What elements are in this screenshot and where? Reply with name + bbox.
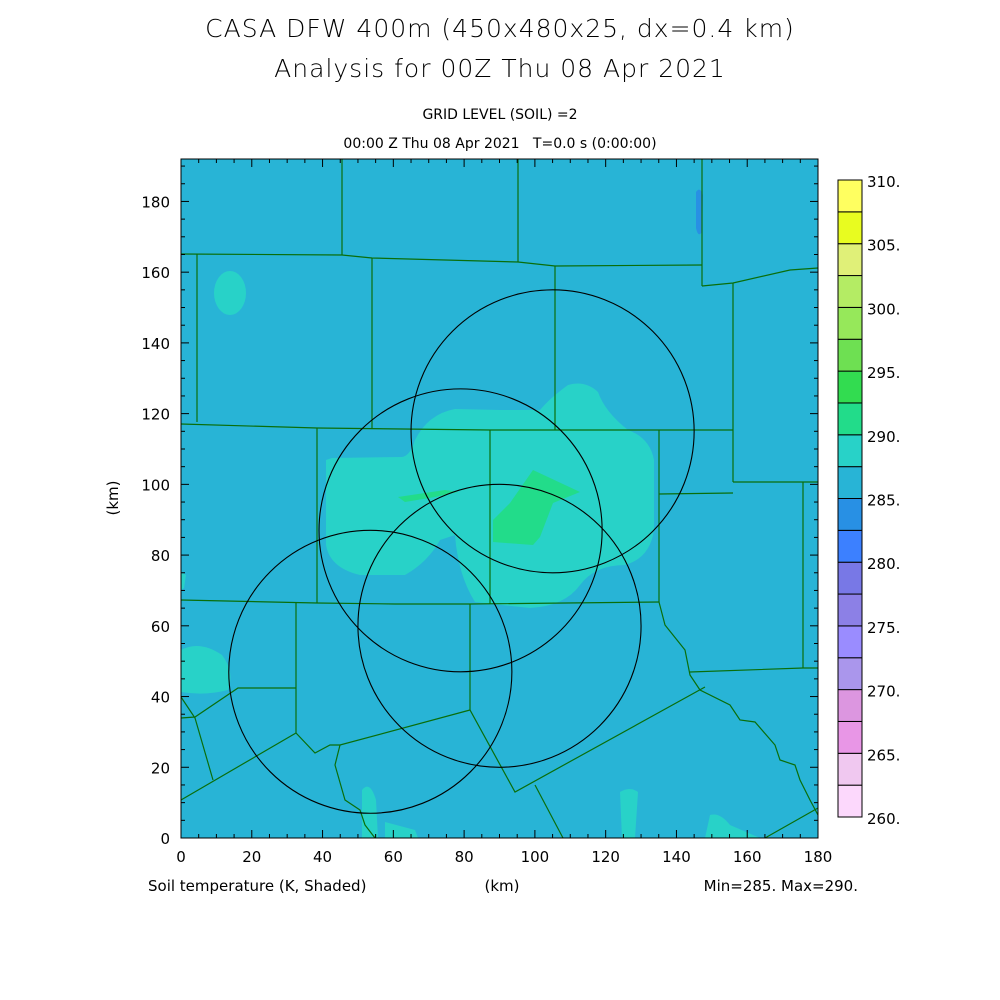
colorbar-bin (837, 306, 863, 340)
shaded-field (181, 159, 818, 838)
county-line (534, 784, 564, 839)
range-rings (228, 289, 695, 814)
county-line (701, 267, 819, 287)
field-region-warm-s2 (620, 789, 638, 838)
y-tick-label: 20 (151, 759, 170, 777)
y-tick-label: 40 (151, 689, 170, 707)
x-tick-label: 180 (804, 848, 833, 866)
colorbar-bin (837, 179, 863, 213)
county-line (180, 599, 660, 605)
x-tick-label: 40 (313, 848, 332, 866)
x-axis-label: (km) (484, 877, 519, 895)
axis-ticks (180, 159, 819, 839)
level-label: GRID LEVEL (SOIL) =2 (422, 107, 578, 123)
county-line (334, 744, 376, 839)
colorbar-bin (837, 529, 863, 563)
x-tick-label: 60 (384, 848, 403, 866)
y-axis-label: (km) (104, 480, 122, 515)
y-tick-label: 100 (141, 476, 170, 494)
colorbar-bin (837, 625, 863, 659)
time-label: 00:00 Z Thu 08 Apr 2021 T=0.0 s (0:00:00… (343, 136, 657, 152)
y-tick-label: 0 (160, 830, 170, 848)
county-line (180, 687, 296, 719)
colorbar-label: 265. (867, 746, 900, 764)
colorbar-label: 300. (867, 300, 900, 318)
x-tick-label: 80 (455, 848, 474, 866)
chart-subtitle: Analysis for 00Z Thu 08 Apr 2021 (274, 54, 726, 83)
colorbar-bin (837, 593, 863, 627)
colorbar-label: 305. (867, 237, 900, 255)
field-region-warmest-sliver (398, 490, 458, 502)
field-region-cool (696, 189, 703, 235)
county-line (180, 686, 706, 801)
colorbar-label: 280. (867, 555, 900, 573)
county-line (658, 601, 819, 816)
colorbar-label: 295. (867, 364, 900, 382)
colorbar-bin (837, 498, 863, 531)
colorbar-label: 285. (867, 492, 900, 510)
colorbar-bin (837, 338, 863, 372)
range-ring (410, 289, 695, 574)
x-tick-label: 0 (176, 848, 186, 866)
county-line (180, 253, 703, 267)
x-tick-label: 100 (521, 848, 550, 866)
field-region-warmest (493, 470, 580, 545)
colorbar-bin (837, 657, 863, 691)
colorbar: 260. 265. 270. 275. 280. 285. 290. 295. 300. 305.… (837, 173, 900, 828)
colorbar-label: 275. (867, 619, 900, 637)
field-region-warm-w (181, 646, 231, 694)
range-ring (318, 388, 603, 673)
x-tick-label: 140 (662, 848, 691, 866)
colorbar-bin (837, 275, 863, 308)
chart-title: CASA DFW 400m (450x480x25, dx=0.4 km) (205, 14, 795, 43)
x-tick-label: 120 (591, 848, 620, 866)
y-tick-label: 160 (141, 264, 170, 282)
y-tick-label: 180 (141, 193, 170, 211)
county-boundaries (180, 159, 819, 839)
colorbar-bin (837, 466, 863, 499)
y-tick-label: 120 (141, 406, 170, 424)
colorbar-bin (837, 720, 863, 754)
field-region-warm-w2 (181, 572, 186, 590)
colorbar-label: 260. (867, 810, 900, 828)
range-ring (357, 483, 642, 768)
colorbar-bin (837, 211, 863, 245)
y-tick-label: 60 (151, 618, 170, 636)
field-label: Soil temperature (K, Shaded) (148, 877, 366, 895)
range-ring (228, 529, 513, 814)
field-region-warm-s1 (362, 786, 418, 838)
county-line (658, 492, 734, 495)
colorbar-bin (837, 434, 863, 468)
county-line (764, 807, 819, 839)
colorbar-bin (837, 689, 863, 722)
x-tick-labels: 0 20 40 60 80 100 120 140 160 180 (176, 848, 832, 866)
field-region-warm-s3 (705, 814, 760, 838)
county-line (180, 696, 214, 781)
y-tick-labels: 0 20 40 60 80 100 120 140 160 180 (141, 193, 170, 848)
colorbar-bin (837, 784, 863, 818)
y-tick-label: 140 (141, 335, 170, 353)
colorbar-label: 310. (867, 173, 900, 191)
x-tick-label: 160 (733, 848, 762, 866)
colorbar-label: 270. (867, 683, 900, 701)
colorbar-bin (837, 370, 863, 404)
colorbar-bin (837, 402, 863, 436)
y-tick-label: 80 (151, 547, 170, 565)
x-tick-label: 20 (242, 848, 261, 866)
colorbar-bin (837, 561, 863, 595)
min-max-label: Min=285. Max=290. (704, 877, 858, 895)
colorbar-bin (837, 243, 863, 277)
colorbar-bin (837, 752, 863, 786)
colorbar-label: 290. (867, 428, 900, 446)
county-line (689, 667, 818, 673)
field-region-warm-nw (214, 271, 246, 315)
